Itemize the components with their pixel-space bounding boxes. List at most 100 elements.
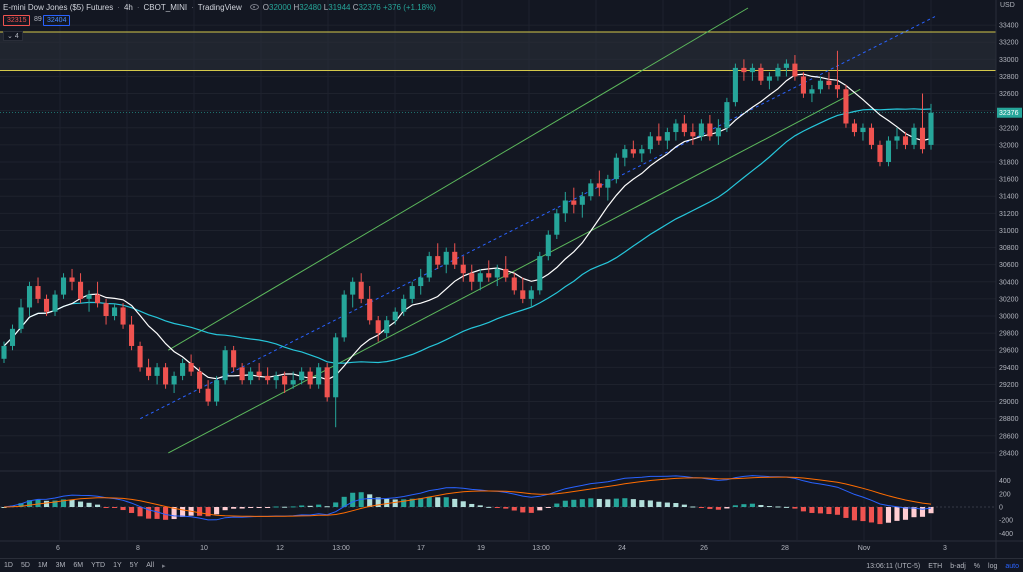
candle-body[interactable]: [724, 102, 730, 128]
candle-body[interactable]: [894, 136, 900, 141]
price-axis[interactable]: [996, 0, 1023, 558]
log-toggle[interactable]: log: [988, 562, 998, 570]
candle-body[interactable]: [86, 294, 92, 299]
candle-body[interactable]: [503, 268, 509, 278]
candle-body[interactable]: [367, 298, 373, 321]
candle-body[interactable]: [673, 123, 679, 133]
ma-fast-line[interactable]: [3, 73, 932, 381]
candle-body[interactable]: [843, 89, 849, 124]
auto-scale-toggle[interactable]: auto: [1005, 562, 1019, 570]
candle-body[interactable]: [146, 367, 152, 376]
candle-body[interactable]: [129, 324, 135, 346]
timeframe-1d[interactable]: 1D: [4, 562, 13, 569]
candle-body[interactable]: [350, 281, 356, 295]
candle-body[interactable]: [426, 256, 432, 278]
clock-time[interactable]: 13:06:11 (UTC-5): [866, 562, 921, 570]
candle-body[interactable]: [154, 367, 160, 376]
timeframe-3m[interactable]: 3M: [55, 562, 66, 569]
candle-body[interactable]: [205, 388, 211, 402]
candle-body[interactable]: [851, 123, 858, 133]
candle-body[interactable]: [401, 298, 407, 312]
candle-body[interactable]: [783, 63, 789, 68]
symbol-name[interactable]: E-mini Dow Jones ($5) Futures: [3, 2, 114, 12]
indicators-toggle[interactable]: ⌄ 4: [3, 31, 23, 41]
candle-body[interactable]: [868, 127, 875, 145]
candle-body[interactable]: [452, 251, 458, 265]
candle-body[interactable]: [605, 179, 611, 188]
candle-body[interactable]: [545, 234, 551, 257]
candle-body[interactable]: [537, 256, 543, 291]
candle-body[interactable]: [911, 127, 917, 145]
candle-body[interactable]: [26, 286, 33, 308]
timeframe-6m[interactable]: 6M: [73, 562, 84, 569]
candle-body[interactable]: [443, 251, 449, 265]
candle-body[interactable]: [60, 277, 67, 295]
candle-body[interactable]: [486, 273, 492, 278]
percent-toggle[interactable]: %: [973, 562, 981, 570]
candle-body[interactable]: [290, 380, 296, 385]
candle-body[interactable]: [741, 67, 747, 73]
candle-body[interactable]: [928, 112, 934, 145]
candle-body[interactable]: [715, 127, 721, 137]
candle-body[interactable]: [902, 136, 909, 145]
candle-body[interactable]: [137, 345, 143, 368]
bid-quote[interactable]: 32315: [3, 15, 31, 26]
channel-midline[interactable]: [140, 16, 936, 420]
candle-body[interactable]: [324, 367, 330, 398]
timeframe-ytd[interactable]: YTD: [91, 562, 106, 569]
candle-body[interactable]: [885, 140, 892, 162]
candle-body[interactable]: [477, 273, 483, 282]
candle-body[interactable]: [163, 367, 169, 385]
candle-body[interactable]: [469, 273, 475, 282]
candle-body[interactable]: [214, 380, 220, 402]
candle-body[interactable]: [69, 277, 75, 282]
candle-body[interactable]: [248, 371, 254, 381]
candle-body[interactable]: [571, 200, 577, 205]
eye-icon[interactable]: [249, 4, 259, 10]
candle-body[interactable]: [282, 375, 288, 385]
candle-body[interactable]: [358, 281, 364, 299]
candle-body[interactable]: [299, 371, 305, 381]
candle-body[interactable]: [222, 350, 228, 381]
candle-body[interactable]: [707, 123, 713, 137]
timeframe-1y[interactable]: 1Y: [113, 562, 122, 569]
candle-body[interactable]: [1, 345, 7, 359]
timeframe-all[interactable]: All: [146, 562, 155, 569]
candle-body[interactable]: [43, 298, 50, 312]
candle-body[interactable]: [613, 157, 619, 180]
candle-body[interactable]: [749, 67, 755, 73]
candle-body[interactable]: [52, 294, 58, 312]
macd-line[interactable]: [3, 475, 932, 521]
candle-body[interactable]: [656, 136, 662, 141]
candle-body[interactable]: [273, 375, 279, 381]
candle-body[interactable]: [690, 132, 696, 137]
candle-body[interactable]: [18, 307, 24, 329]
timeframe-5d[interactable]: 5D: [20, 562, 30, 569]
candle-body[interactable]: [520, 290, 526, 299]
candle-body[interactable]: [435, 256, 441, 265]
timeframe-1m[interactable]: 1M: [37, 562, 48, 569]
candle-body[interactable]: [265, 375, 271, 381]
candle-body[interactable]: [664, 132, 670, 141]
candle-body[interactable]: [239, 367, 245, 381]
back-adjust-toggle[interactable]: b-adj: [950, 562, 966, 570]
candle-body[interactable]: [860, 127, 866, 133]
candle-body[interactable]: [919, 127, 926, 150]
session-toggle[interactable]: ETH: [928, 562, 943, 570]
candle-body[interactable]: [766, 76, 772, 81]
candle-body[interactable]: [792, 63, 798, 77]
candle-body[interactable]: [375, 320, 381, 334]
interval-label[interactable]: 4h: [123, 2, 133, 12]
candle-body[interactable]: [95, 294, 101, 304]
candle-body[interactable]: [809, 89, 815, 94]
candle-body[interactable]: [77, 281, 84, 299]
candle-body[interactable]: [9, 328, 16, 346]
candle-body[interactable]: [188, 363, 194, 372]
candle-body[interactable]: [409, 286, 415, 299]
candle-body[interactable]: [180, 363, 186, 376]
candle-body[interactable]: [307, 371, 313, 385]
candle-body[interactable]: [316, 367, 322, 385]
candle-body[interactable]: [554, 213, 560, 235]
